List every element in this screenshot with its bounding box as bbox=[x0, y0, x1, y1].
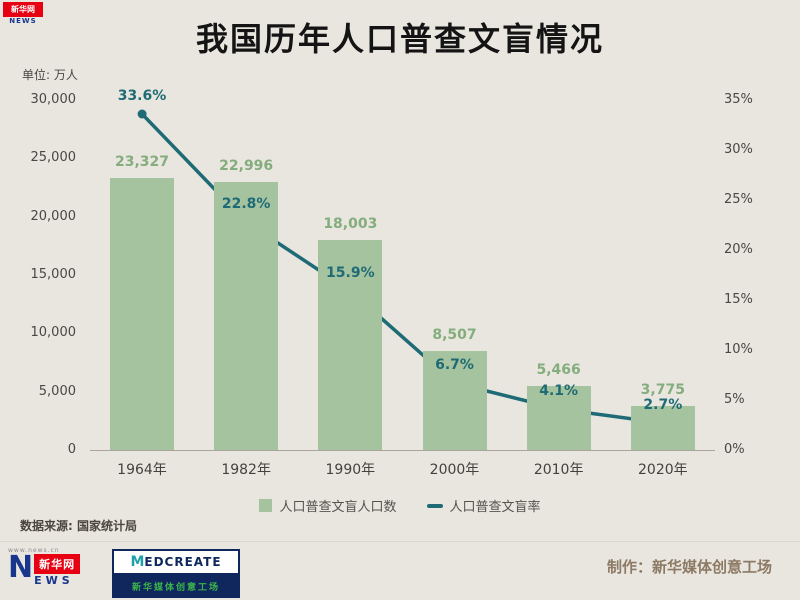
x-axis-label: 2020年 bbox=[638, 462, 688, 478]
line-value-label: 15.9% bbox=[326, 265, 375, 281]
x-axis-label: 2000年 bbox=[429, 462, 480, 478]
medcreate-rest: EDCREATE bbox=[144, 555, 222, 569]
xinhuanet-url: www.news.cn bbox=[8, 547, 60, 554]
xinhuanet-n: N bbox=[8, 550, 34, 585]
right-axis-tick: 30% bbox=[724, 142, 753, 157]
bar-1990年 bbox=[318, 239, 383, 450]
xinhuanet-logo: www.news.cn N 新华网 EWS bbox=[8, 547, 104, 587]
left-axis-tick: 30,000 bbox=[30, 92, 77, 107]
x-axis-label: 1964年 bbox=[117, 462, 167, 478]
legend-item-bars: 人口普查文盲人口数 bbox=[259, 496, 397, 515]
unit-label: 单位: 万人 bbox=[22, 68, 78, 82]
xinhua-corner-mark-icon: 新华网 bbox=[3, 2, 43, 17]
x-axis: 1964年 1982年 1990年 2000年 2010年 2020年 bbox=[90, 459, 715, 479]
line-value-label: 4.1% bbox=[539, 383, 579, 399]
xinhua-corner-sub: NEWS bbox=[9, 17, 37, 25]
bar-value-label: 3,775 bbox=[640, 381, 685, 398]
left-axis-tick: 10,000 bbox=[30, 325, 77, 341]
x-axis-label: 1982年 bbox=[221, 462, 271, 478]
line-value-label: 33.6% bbox=[117, 88, 167, 104]
chart-title: 我国历年人口普查文盲情况 bbox=[195, 20, 604, 58]
line-value-label: 6.7% bbox=[435, 357, 474, 373]
right-axis: 0% 5% 10% 15% 20% 25% 30% 35% bbox=[724, 92, 794, 457]
line-swatch-icon bbox=[426, 503, 443, 508]
left-axis: 0 5,000 10,000 15,000 20,000 25,000 30,000 bbox=[0, 92, 80, 457]
bar-2010年 bbox=[526, 386, 591, 450]
left-axis-tick: 15,000 bbox=[30, 267, 77, 282]
bar-value-label: 18,003 bbox=[323, 215, 378, 232]
left-axis-tick: 0 bbox=[67, 442, 76, 457]
right-axis-tick: 10% bbox=[724, 342, 753, 357]
line-value-label: 2.7% bbox=[643, 397, 683, 413]
right-axis-tick: 0% bbox=[724, 442, 745, 457]
left-axis-tick: 5,000 bbox=[38, 383, 76, 399]
chart-legend: 人口普查文盲人口数 人口普查文盲率 bbox=[0, 496, 800, 515]
bar-2000年 bbox=[422, 350, 487, 450]
bar-value-label: 22,996 bbox=[219, 157, 274, 174]
xinhuanet-right-col: 新华网 EWS bbox=[34, 554, 81, 587]
medcreate-logo: M EDCREATE 新华媒体创意工场 bbox=[112, 549, 240, 598]
bar-swatch-icon bbox=[259, 499, 273, 512]
xinhua-corner-logo: 新华网 NEWS bbox=[3, 2, 43, 25]
xinhuanet-red-badge: 新华网 bbox=[34, 554, 81, 574]
legend-bar-label: 人口普查文盲人口数 bbox=[279, 500, 397, 515]
medcreate-subtitle: 新华媒体创意工场 bbox=[131, 583, 220, 593]
right-axis-tick: 20% bbox=[724, 242, 753, 257]
bar-2020年 bbox=[630, 405, 695, 450]
credit-text: 制作：新华媒体创意工场 bbox=[606, 558, 772, 576]
line-point bbox=[137, 109, 147, 119]
left-axis-tick: 25,000 bbox=[30, 150, 77, 166]
xinhuanet-mark-icon: N 新华网 EWS bbox=[8, 550, 104, 587]
footer-divider bbox=[0, 541, 800, 542]
bar-value-label: 8,507 bbox=[432, 326, 477, 343]
xinhuanet-ews: EWS bbox=[34, 574, 74, 587]
data-source: 数据来源: 国家统计局 bbox=[20, 519, 137, 533]
right-axis-tick: 35% bbox=[724, 92, 753, 107]
right-axis-tick: 25% bbox=[724, 192, 753, 207]
bar-value-label: 23,327 bbox=[114, 153, 170, 170]
bar-value-label: 5,466 bbox=[536, 362, 581, 379]
medcreate-wordmark-icon: M EDCREATE bbox=[114, 551, 238, 573]
x-axis-label: 2010年 bbox=[533, 462, 584, 478]
bar-1964年 bbox=[110, 177, 175, 450]
bar-1982年 bbox=[214, 181, 279, 450]
right-axis-tick: 15% bbox=[724, 292, 753, 307]
x-axis-label: 1990年 bbox=[325, 462, 376, 478]
legend-item-line: 人口普查文盲率 bbox=[426, 496, 541, 515]
medcreate-m: M bbox=[130, 554, 145, 570]
line-value-label: 22.8% bbox=[221, 196, 271, 212]
legend-line-label: 人口普查文盲率 bbox=[449, 500, 541, 515]
right-axis-tick: 5% bbox=[724, 392, 745, 407]
plot-area: 23,327 33.6% 22,996 22.8% 18,003 15.9% 8,507 6.… bbox=[90, 88, 715, 451]
medcreate-strip: 新华媒体创意工场 bbox=[114, 573, 238, 596]
left-axis-tick: 20,000 bbox=[30, 208, 77, 224]
